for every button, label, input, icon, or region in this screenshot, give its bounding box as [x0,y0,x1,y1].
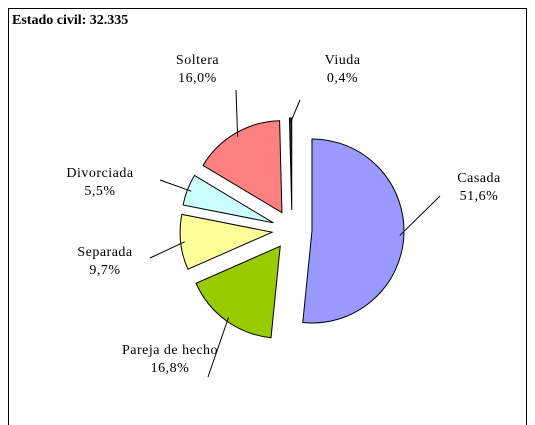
slice-label: Viuda 0,4% [305,52,380,88]
pie-slice [302,138,405,324]
leader-line [290,99,301,123]
leader-line [399,195,441,236]
slice-label: Pareja de hecho 16,8% [120,342,220,378]
leader-line [149,241,185,259]
pie-slice [195,245,281,339]
pie-slice [202,120,283,214]
category-label: Divorciada [66,166,134,181]
value-label: 9,7% [89,263,121,278]
chart-title: Estado civil: 32.335 [12,13,129,28]
category-label: Separada [77,245,133,260]
leader-line [159,179,192,192]
category-label: Casada [457,171,501,186]
leader-line [207,317,229,378]
value-label: 5,5% [84,184,116,199]
value-label: 16,8% [150,361,190,376]
category-label: Soltera [175,53,220,68]
slice-label: Divorciada 5,5% [40,165,160,201]
category-label: Pareja de hecho [121,343,219,358]
value-label: 0,4% [326,71,359,86]
value-label: 51,6% [459,189,499,204]
slice-label: Casada 51,6% [440,170,518,206]
pie-slice [288,117,293,211]
leader-line [235,89,239,137]
slice-label: Separada 9,7% [55,244,155,280]
slice-label: Soltera 16,0% [160,52,235,88]
pie-slice [179,213,274,270]
frame [8,8,527,425]
category-label: Viuda [324,53,361,68]
value-label: 16,0% [178,71,217,86]
